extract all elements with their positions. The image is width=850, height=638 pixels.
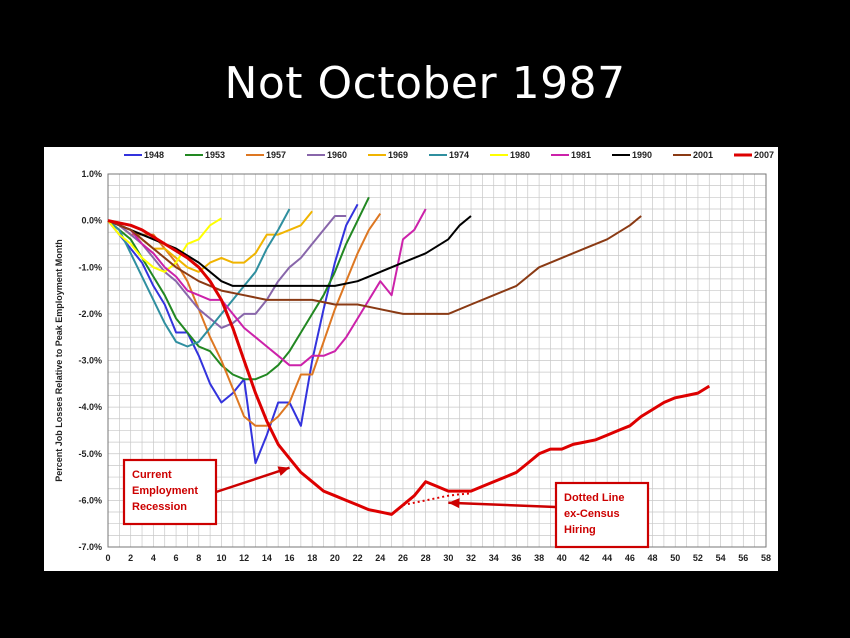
y-tick-label: -5.0% bbox=[78, 449, 102, 459]
series-line-1960 bbox=[107, 215, 347, 329]
x-tick-label: 38 bbox=[534, 553, 544, 563]
y-tick-label: -7.0% bbox=[78, 542, 102, 552]
callout-annotations: Current Employment Recession Dotted Line ex-… bbox=[122, 458, 650, 549]
legend-label-1957: 1957 bbox=[266, 150, 286, 160]
x-tick-label: 36 bbox=[511, 553, 521, 563]
x-tick-label: 28 bbox=[421, 553, 431, 563]
callout-arrow-shaft bbox=[215, 466, 290, 494]
x-tick-label: 2 bbox=[128, 553, 133, 563]
x-tick-label: 32 bbox=[466, 553, 476, 563]
x-tick-label: 8 bbox=[196, 553, 201, 563]
x-tick-label: 26 bbox=[398, 553, 408, 563]
x-tick-label: 46 bbox=[625, 553, 635, 563]
y-tick-label: -6.0% bbox=[78, 495, 102, 505]
y-tick-label: -4.0% bbox=[78, 402, 102, 412]
x-tick-label: 6 bbox=[174, 553, 179, 563]
callout-text-line: ex-Census bbox=[564, 508, 620, 520]
series-line-1980 bbox=[107, 217, 222, 273]
series-line-1948 bbox=[107, 203, 359, 465]
x-tick-label: 56 bbox=[738, 553, 748, 563]
callout-dotted: Dotted Line ex-Census Hiring bbox=[448, 481, 650, 549]
callout-arrow-head bbox=[448, 498, 460, 509]
series-line-1953 bbox=[107, 196, 370, 381]
x-tick-label: 40 bbox=[557, 553, 567, 563]
legend-label-1960: 1960 bbox=[327, 150, 347, 160]
slide-title: Not October 1987 bbox=[224, 58, 626, 109]
series-line-1981 bbox=[107, 208, 427, 367]
series-line-2001 bbox=[107, 215, 642, 315]
y-tick-label: 1.0% bbox=[81, 169, 102, 179]
x-tick-label: 0 bbox=[105, 553, 110, 563]
line-chart: 1.0% 0.0% -1.0% -2.0% -3.0% -4.0% -5.0% -6.0% -7… bbox=[54, 150, 774, 563]
legend-label-1948: 1948 bbox=[144, 150, 164, 160]
callout-text-line: Dotted Line bbox=[564, 492, 625, 504]
chart-panel: 1.0% 0.0% -1.0% -2.0% -3.0% -4.0% -5.0% -6.0% -7… bbox=[44, 147, 778, 571]
legend-label-1990: 1990 bbox=[632, 150, 652, 160]
callout-box bbox=[554, 481, 650, 549]
x-tick-label: 22 bbox=[353, 553, 363, 563]
x-tick-label: 24 bbox=[375, 553, 385, 563]
y-axis-label: Percent Job Losses Relative to Peak Empl… bbox=[54, 239, 64, 482]
callout-box bbox=[122, 458, 218, 526]
series-line-1990 bbox=[107, 215, 472, 287]
plot-area-border bbox=[107, 173, 767, 548]
x-tick-label: 20 bbox=[330, 553, 340, 563]
x-tick-label: 4 bbox=[151, 553, 156, 563]
legend-label-1969: 1969 bbox=[388, 150, 408, 160]
x-tick-label: 34 bbox=[489, 553, 499, 563]
callout-arrow-head bbox=[277, 466, 290, 476]
x-tick-label: 16 bbox=[285, 553, 295, 563]
series-line-dotted-ex-census bbox=[402, 492, 472, 506]
y-tick-label: 0.0% bbox=[81, 216, 102, 226]
x-tick-label: 42 bbox=[579, 553, 589, 563]
x-tick-label: 18 bbox=[307, 553, 317, 563]
series-lines bbox=[107, 196, 711, 516]
y-tick-label: -3.0% bbox=[78, 356, 102, 366]
chart-axes bbox=[107, 173, 767, 548]
series-line-1974 bbox=[107, 208, 291, 348]
x-tick-label: 54 bbox=[716, 553, 726, 563]
legend-label-1974: 1974 bbox=[449, 150, 469, 160]
x-tick-label: 48 bbox=[648, 553, 658, 563]
legend-label-1980: 1980 bbox=[510, 150, 530, 160]
series-line-1957 bbox=[107, 213, 382, 427]
y-axis-title: Percent Job Losses Relative to Peak Empl… bbox=[54, 239, 64, 482]
chart-legend: 1948 1953 1957 1960 1969 1974 1980 1981 1990 2001… bbox=[124, 150, 774, 160]
legend-label-2007: 2007 bbox=[754, 150, 774, 160]
tick-labels: 1.0% 0.0% -1.0% -2.0% -3.0% -4.0% -5.0% -6.0% -7… bbox=[78, 169, 771, 563]
legend-label-2001: 2001 bbox=[693, 150, 713, 160]
legend-label-1981: 1981 bbox=[571, 150, 591, 160]
x-tick-label: 14 bbox=[262, 553, 272, 563]
x-tick-label: 52 bbox=[693, 553, 703, 563]
x-tick-label: 12 bbox=[239, 553, 249, 563]
x-tick-label: 58 bbox=[761, 553, 771, 563]
x-tick-label: 30 bbox=[443, 553, 453, 563]
callout-arrow-shaft bbox=[448, 501, 557, 509]
legend-label-1953: 1953 bbox=[205, 150, 225, 160]
y-tick-label: -1.0% bbox=[78, 262, 102, 272]
x-tick-label: 50 bbox=[670, 553, 680, 563]
series-line-2007 bbox=[107, 219, 711, 516]
x-tick-label: 44 bbox=[602, 553, 612, 563]
x-tick-label: 10 bbox=[216, 553, 226, 563]
callout-current: Current Employment Recession bbox=[122, 458, 290, 526]
y-tick-label: -2.0% bbox=[78, 309, 102, 319]
callout-text-line: Employment bbox=[132, 485, 198, 497]
callout-text-line: Recession bbox=[132, 501, 187, 513]
callout-text-line: Hiring bbox=[564, 524, 596, 536]
callout-text-line: Current bbox=[132, 469, 172, 481]
